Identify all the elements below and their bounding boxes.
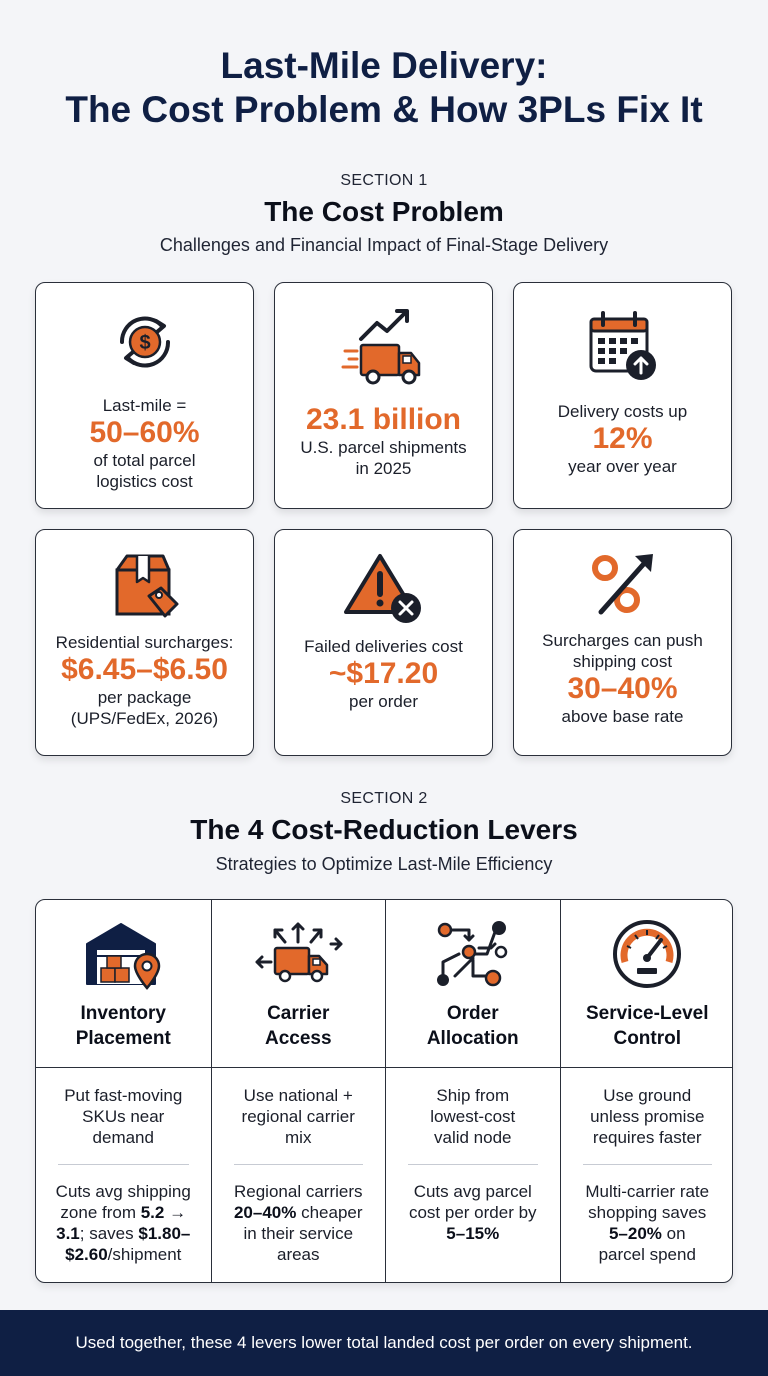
stat-post: logistics cost <box>96 472 193 491</box>
section2-label: SECTION 2 <box>340 790 428 807</box>
stat-post: year over year <box>568 457 677 476</box>
levers-table: Inventory Placement Put fast-moving SKUs n… <box>35 899 733 1283</box>
stat-value: 23.1 billion <box>305 403 462 436</box>
stat-value: $6.45–$6.50 <box>61 653 228 686</box>
section2-title: The 4 Cost-Reduction Levers <box>190 814 578 845</box>
lever-header: Order Allocation <box>386 900 560 1068</box>
stat-card-last-mile-share: $ Last-mile = 50–60% of total parcel log… <box>35 282 254 509</box>
stat-pre: shipping cost <box>572 652 673 671</box>
warehouse-location-icon <box>86 923 161 990</box>
dollar-cycle-icon: $ <box>119 316 170 368</box>
section1-label: SECTION 1 <box>340 172 428 189</box>
stat-post: above base rate <box>561 707 684 726</box>
stat-card-failed-deliveries: Failed deliveries cost ~$17.20 per order <box>274 529 493 756</box>
lever-divider <box>582 1164 712 1165</box>
lever-title: Service-Level Control <box>585 1003 709 1049</box>
speedometer-icon <box>613 920 682 988</box>
lever-impact: Cuts avg parcel cost per order by 5–15% <box>408 1182 537 1243</box>
stat-pre: Delivery costs up <box>557 402 688 421</box>
lever-title: Order Allocation <box>426 1003 519 1049</box>
lever-description: Use ground unless promise requires faster <box>590 1086 705 1147</box>
stat-value: ~$17.20 <box>328 657 439 690</box>
lever-divider <box>233 1164 363 1165</box>
lever-carrier-access: Carrier Access Use national + regional car… <box>210 900 385 1282</box>
stat-post: of total parcel <box>93 451 196 470</box>
lever-divider <box>58 1164 189 1165</box>
stat-card-parcel-shipments: 23.1 billion U.S. parcel shipments in 20… <box>274 282 493 509</box>
lever-description: Use national + regional carrier mix <box>241 1086 355 1147</box>
stat-card-cost-growth: Delivery costs up 12% year over year <box>513 282 732 509</box>
lever-header: Service-Level Control <box>560 900 732 1068</box>
lever-title: Inventory Placement <box>75 1003 171 1049</box>
page-title: Last-Mile Delivery: The Cost Problem & H… <box>0 44 768 132</box>
lever-title: Carrier Access <box>264 1003 332 1049</box>
lever-header: Carrier Access <box>211 900 385 1068</box>
calendar-up-icon <box>589 311 656 380</box>
section2-subtitle: Strategies to Optimize Last-Mile Efficie… <box>215 854 553 874</box>
lever-divider <box>408 1164 538 1165</box>
lever-impact: Cuts avg shipping zone from 5.2 → 3.1; s… <box>55 1182 191 1264</box>
lever-order-allocation: Order Allocation Ship from lowest-cost vali… <box>385 900 560 1282</box>
stat-card-surcharge-impact: Surcharges can push shipping cost 30–40%… <box>513 529 732 756</box>
truck-arrows-icon <box>255 922 343 983</box>
lever-header: Inventory Placement <box>36 900 211 1068</box>
stat-value: 12% <box>592 422 653 455</box>
page-title-line1: Last-Mile Delivery: <box>220 45 548 86</box>
stat-value: 50–60% <box>89 416 200 449</box>
stat-post: (UPS/FedEx, 2026) <box>70 709 219 728</box>
lever-impact: Multi-carrier rate shopping saves 5–20% … <box>585 1182 710 1264</box>
lever-inventory-placement: Inventory Placement Put fast-moving SKUs n… <box>36 900 211 1282</box>
network-nodes-icon <box>436 921 507 987</box>
lever-description: Put fast-moving SKUs near demand <box>64 1086 183 1147</box>
stat-post: in 2025 <box>355 459 412 478</box>
stat-value: 30–40% <box>567 672 678 705</box>
delivery-truck-trend-icon <box>341 309 420 385</box>
stat-pre: Last-mile = <box>102 396 187 415</box>
lever-impact: Regional carriers 20–40% cheaper in thei… <box>233 1182 363 1264</box>
lever-description: Ship from lowest-cost valid node <box>430 1086 516 1147</box>
stat-post: U.S. parcel shipments <box>300 438 467 457</box>
section1-subtitle: Challenges and Financial Impact of Final… <box>159 235 609 255</box>
lever-service-level-control: Service-Level Control Use ground unless pr… <box>559 900 732 1282</box>
footer-banner: Used together, these 4 levers lower tota… <box>0 1310 768 1376</box>
stat-pre: Surcharges can push <box>542 631 703 650</box>
section1-title: The Cost Problem <box>264 196 504 227</box>
stat-post: per order <box>349 692 418 711</box>
stat-card-residential-surcharges: Residential surcharges: $6.45–$6.50 per … <box>35 529 254 756</box>
stat-pre: Residential surcharges: <box>55 633 234 652</box>
warning-x-icon <box>343 554 421 623</box>
page-title-line2: The Cost Problem & How 3PLs Fix It <box>65 89 703 130</box>
stat-post: per package <box>97 688 192 707</box>
package-tag-icon <box>115 554 178 618</box>
stat-pre: Failed deliveries cost <box>304 637 463 656</box>
percent-up-icon <box>591 554 653 615</box>
svg-text:$: $ <box>139 332 150 354</box>
